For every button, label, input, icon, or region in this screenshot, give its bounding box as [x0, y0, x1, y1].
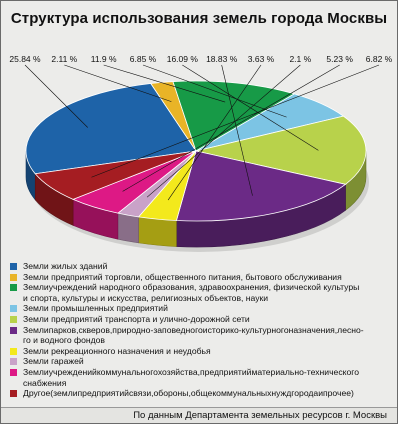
leader-line [221, 64, 253, 196]
percent-label: 3.63 % [248, 54, 275, 64]
legend-item: го и водного фондов [10, 335, 394, 346]
legend-label: Земли рекреационного назначения и неудоб… [23, 345, 211, 356]
percent-label: 25.84 % [9, 54, 41, 64]
legend-item: Землиучреждений народного образования, з… [10, 282, 394, 293]
leader-line [182, 64, 319, 151]
chart-title: Структура использования земель города Мо… [10, 10, 388, 27]
pie-slice-side [138, 216, 177, 247]
leader-line [91, 64, 380, 178]
percent-label: 16.09 % [167, 54, 199, 64]
legend-label: Земли предприятий торговли, общественног… [23, 271, 342, 282]
percent-label: 2.1 % [289, 54, 311, 64]
legend-item: и спорта, культуры и искусства, религиоз… [10, 293, 394, 304]
legend-swatch [10, 368, 17, 376]
legend-item: Земли жилых зданий [10, 261, 394, 272]
leader-line [64, 64, 172, 102]
legend-swatch [10, 315, 17, 323]
percent-label: 18.83 % [206, 54, 238, 64]
legend-item: Землипарков,скверов,природно-заповедного… [10, 325, 394, 336]
legend-label: Землиучрежденийкоммунальногохозяйства,пр… [23, 366, 359, 377]
legend-label: Землипарков,скверов,природно-заповедного… [23, 324, 364, 335]
pie-top [25, 80, 367, 222]
legend-label: Другое(землипредприятийсвязи,обороны,общ… [23, 388, 354, 399]
legend-item: Другое(землипредприятийсвязи,обороны,общ… [10, 388, 394, 399]
legend-item: Земли предприятий транспорта и улично-до… [10, 314, 394, 325]
legend-swatch [10, 305, 17, 313]
pie-slice-side [117, 212, 139, 244]
pie-labels: 25.84 % 2.11 % 11.9 % 6.85 % 16.09 % 18.83 % 3… [9, 54, 393, 201]
leader-line [142, 64, 287, 118]
pie-slice [195, 115, 367, 185]
legend-item: Земли предприятий торговли, общественног… [10, 272, 394, 283]
leader-line [122, 64, 340, 192]
legend-item: Землиучрежденийкоммунальногохозяйства,пр… [10, 367, 394, 378]
legend-label: Земли промышленных предприятий [23, 303, 168, 314]
legend-swatch [10, 273, 17, 281]
legend-label: Земли предприятий транспорта и улично-до… [23, 313, 250, 324]
leader-line [24, 64, 88, 128]
pie-sides [25, 150, 367, 248]
percent-label: 11.9 % [91, 54, 117, 64]
legend-item: снабжения [10, 378, 394, 389]
leader-line [146, 64, 301, 198]
leader-line [167, 64, 262, 201]
legend-label: Землиучреждений народного образования, з… [23, 282, 360, 293]
legend-item: Земли промышленных предприятий [10, 303, 394, 314]
legend-swatch [10, 326, 17, 334]
leader-line [103, 64, 226, 103]
legend-label: го и водного фондов [23, 335, 105, 346]
legend-swatch [10, 390, 17, 398]
legend-label: и спорта, культуры и искусства, религиоз… [23, 292, 269, 303]
legend-item: Земли гаражей [10, 356, 394, 367]
legend-swatch [10, 358, 17, 366]
pie-chart: 25.84 % 2.11 % 11.9 % 6.85 % 16.09 % 18.83 % 3… [9, 54, 393, 252]
pie-slice [25, 83, 197, 175]
legend-swatch [10, 347, 17, 355]
percent-label: 6.82 % [366, 54, 393, 64]
percent-label: 2.11 % [51, 54, 77, 64]
source-footer: По данным Департамента земельных ресурсо… [1, 407, 397, 423]
pie-slice [34, 150, 197, 200]
percent-label: 5.23 % [326, 54, 353, 64]
legend-swatch [10, 284, 17, 292]
legend-label: Земли гаражей [23, 356, 84, 367]
legend-label: Земли жилых зданий [23, 261, 108, 271]
legend-label: снабжения [23, 377, 67, 388]
pie-slice [175, 150, 347, 222]
legend-item: Земли рекреационного назначения и неудоб… [10, 346, 394, 357]
legend: Земли жилых зданий Земли предприятий торг… [10, 261, 394, 399]
percent-label: 6.85 % [130, 54, 157, 64]
legend-swatch [10, 263, 17, 270]
